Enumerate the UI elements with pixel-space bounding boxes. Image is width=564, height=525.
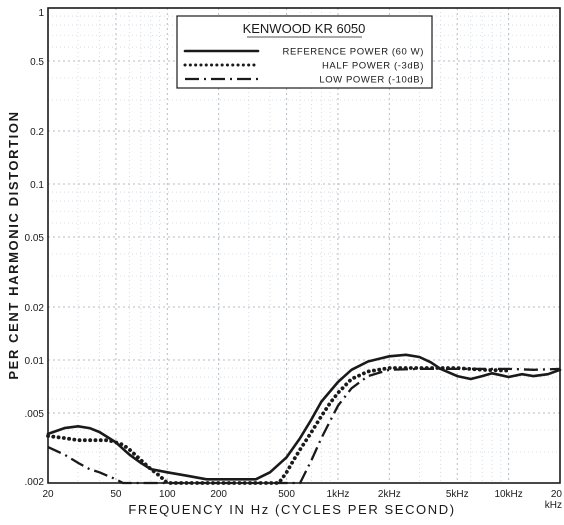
x-tick-label: 500 [278,489,295,500]
x-tick-label: 2kHz [378,489,401,500]
y-tick-label: 0.05 [25,233,45,244]
x-tick-label: 20 [551,489,563,500]
y-tick-label: 1 [38,8,44,19]
y-axis-label: PER CENT HARMONIC DISTORTION [6,110,21,379]
legend: KENWOOD KR 6050 REFERENCE POWER (60 W) HA… [176,15,433,89]
legend-items: REFERENCE POWER (60 W) HALF POWER (-3dB) L… [183,47,424,86]
y-tick-label: 0.2 [30,127,44,138]
x-tick-label: 20 [42,489,54,500]
x-tick-label: 5kHz [446,489,469,500]
x-axis-label: FREQUENCY IN Hz (CYCLES PER SECOND) [128,502,455,517]
series-line [46,366,511,485]
y-tick-label: 0.1 [30,180,44,191]
x-tick-sublabel: kHz [545,500,562,511]
y-tick-label: 0.01 [25,356,45,367]
chart-title: KENWOOD KR 6050 [243,21,366,36]
y-tick-labels: 1 0.5 0.2 0.1 0.05 0.02 0.01 .005 .002 [25,8,45,488]
series-layer [46,353,562,485]
x-tick-label: 100 [159,489,176,500]
plot-frame [47,7,561,484]
legend-label: HALF POWER (-3dB) [322,61,424,72]
series-line [47,367,561,485]
y-tick-label: .002 [25,477,45,488]
legend-label: REFERENCE POWER (60 W) [283,47,424,58]
x-tick-label: 50 [110,489,122,500]
y-tick-label: .005 [25,409,45,420]
x-tick-label: 200 [210,489,227,500]
legend-label: LOW POWER (-10dB) [319,75,424,86]
y-tick-label: 0.02 [25,303,45,314]
x-tick-label: 1kHz [327,489,350,500]
x-tick-label: 10kHz [494,489,522,500]
series-line [46,353,562,481]
y-tick-label: 0.5 [30,57,44,68]
